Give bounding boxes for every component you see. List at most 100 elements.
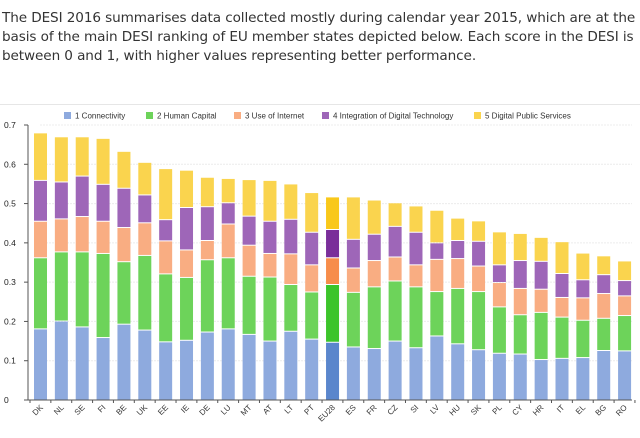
bar-segment-3-use-of-internet — [367, 261, 381, 287]
bar-segment-3-use-of-internet — [159, 241, 173, 274]
bar-segment-4-integration-of-digital-technology — [388, 226, 402, 257]
bar-segment-1-connectivity — [555, 358, 569, 400]
bar-segment-1-connectivity — [576, 358, 590, 400]
bar-segment-3-use-of-internet — [534, 289, 548, 312]
x-tick-label-se: SE — [73, 403, 87, 417]
bar-segment-4-integration-of-digital-technology — [346, 239, 360, 268]
bar-segment-1-connectivity — [472, 350, 486, 400]
y-tick-label: 0.5 — [4, 199, 16, 209]
bar-segment-3-use-of-internet — [430, 259, 444, 292]
bar-segment-1-connectivity — [263, 341, 277, 400]
bar-stack-fr — [367, 200, 381, 400]
chart-legend: 1 Connectivity 2 Human Capital 3 Use of In… — [64, 112, 571, 121]
bar-segment-3-use-of-internet — [492, 283, 506, 307]
bar-segment-2-human-capital — [513, 315, 527, 354]
bar-segment-2-human-capital — [221, 258, 235, 329]
bar-segment-5-digital-public-services — [409, 206, 423, 232]
bar-segment-2-human-capital — [138, 255, 152, 330]
bar-segment-4-integration-of-digital-technology — [242, 216, 256, 245]
x-tick-label-cy: CY — [510, 403, 525, 418]
bar-segment-3-use-of-internet — [284, 254, 298, 284]
bar-segment-1-connectivity — [326, 342, 340, 400]
bar-stack-ro — [618, 261, 632, 400]
x-tick-label-sk: SK — [469, 403, 483, 417]
bar-stack-eu28 — [326, 197, 340, 400]
bar-segment-5-digital-public-services — [597, 256, 611, 275]
bar-stack-si — [409, 206, 423, 400]
legend-item-5-digital-public-services: 5 Digital Public Services — [474, 112, 571, 121]
bar-segment-1-connectivity — [492, 353, 506, 400]
bar-stack-cz — [388, 203, 402, 400]
bar-segment-3-use-of-internet — [96, 221, 110, 253]
bar-segment-4-integration-of-digital-technology — [284, 219, 298, 254]
bar-segment-4-integration-of-digital-technology — [409, 232, 423, 265]
x-tick-label-lv: LV — [428, 403, 441, 416]
x-tick-label-at: AT — [261, 403, 274, 416]
bar-segment-2-human-capital — [263, 277, 277, 341]
bar-segment-1-connectivity — [430, 336, 444, 400]
bar-segment-4-integration-of-digital-technology — [117, 188, 131, 228]
desi-chart: 1 Connectivity 2 Human Capital 3 Use of In… — [0, 105, 640, 434]
x-tick-label-de: DE — [198, 403, 212, 417]
bar-segment-3-use-of-internet — [597, 294, 611, 318]
bar-segment-5-digital-public-services — [117, 151, 131, 188]
bar-segment-4-integration-of-digital-technology — [200, 207, 214, 240]
bar-segment-1-connectivity — [54, 321, 68, 400]
section-divider — [0, 104, 640, 105]
bar-segment-4-integration-of-digital-technology — [451, 241, 465, 259]
bar-segment-2-human-capital — [242, 276, 256, 334]
bar-stack-pt — [305, 193, 319, 400]
bar-segment-5-digital-public-services — [367, 200, 381, 234]
bar-segment-4-integration-of-digital-technology — [138, 195, 152, 223]
x-tick-label-fi: FI — [96, 403, 107, 414]
bar-stack-es — [346, 197, 360, 400]
y-tick-label: 0.4 — [4, 238, 16, 248]
bar-segment-2-human-capital — [96, 253, 110, 338]
bar-segment-3-use-of-internet — [200, 241, 214, 260]
bar-segment-1-connectivity — [138, 330, 152, 400]
bar-segment-2-human-capital — [618, 316, 632, 351]
bar-segment-5-digital-public-services — [96, 138, 110, 184]
bar-segment-2-human-capital — [409, 287, 423, 348]
legend-label: 4 Integration of Digital Technology — [333, 112, 453, 121]
bar-segment-2-human-capital — [555, 317, 569, 358]
bar-segment-5-digital-public-services — [534, 237, 548, 261]
bar-segment-5-digital-public-services — [430, 210, 444, 243]
x-tick-label-be: BE — [114, 403, 128, 417]
bar-stack-uk — [138, 162, 152, 400]
legend-swatch — [64, 112, 71, 119]
bar-stack-sk — [472, 221, 486, 400]
x-tick-label-ro: RO — [614, 403, 629, 418]
bar-stack-lt — [284, 184, 298, 400]
bar-stack-ee — [159, 169, 173, 400]
x-tick-label-uk: UK — [135, 403, 150, 418]
bar-segment-2-human-capital — [367, 287, 381, 349]
bar-segment-3-use-of-internet — [263, 253, 277, 277]
x-tick-label-hr: HR — [531, 403, 546, 418]
bar-segment-5-digital-public-services — [513, 233, 527, 261]
legend-swatch — [474, 112, 481, 119]
bar-stack-el — [576, 253, 590, 400]
bar-segment-2-human-capital — [159, 274, 173, 342]
stacked-bar-chart: 1 Connectivity 2 Human Capital 3 Use of In… — [4, 112, 636, 424]
bar-segment-4-integration-of-digital-technology — [367, 234, 381, 261]
bar-segment-2-human-capital — [430, 292, 444, 336]
bar-segment-5-digital-public-services — [305, 193, 319, 232]
bar-segment-1-connectivity — [117, 324, 131, 400]
bar-segment-3-use-of-internet — [513, 288, 527, 315]
bar-segment-5-digital-public-services — [200, 177, 214, 207]
bar-segment-4-integration-of-digital-technology — [159, 220, 173, 241]
x-tick-label-lt: LT — [283, 403, 296, 416]
bar-stack-lv — [430, 210, 444, 400]
x-tick-label-es: ES — [344, 403, 358, 417]
bar-segment-2-human-capital — [200, 260, 214, 332]
bar-segment-2-human-capital — [284, 285, 298, 331]
bar-stack-dk — [34, 133, 47, 400]
bar-segment-2-human-capital — [75, 252, 89, 327]
bar-segment-2-human-capital — [597, 318, 611, 350]
legend-item-2-human-capital: 2 Human Capital — [146, 112, 217, 121]
bar-segment-4-integration-of-digital-technology — [492, 265, 506, 283]
bar-segment-2-human-capital — [305, 292, 319, 339]
bar-segment-3-use-of-internet — [117, 228, 131, 262]
bar-segment-5-digital-public-services — [576, 253, 590, 280]
